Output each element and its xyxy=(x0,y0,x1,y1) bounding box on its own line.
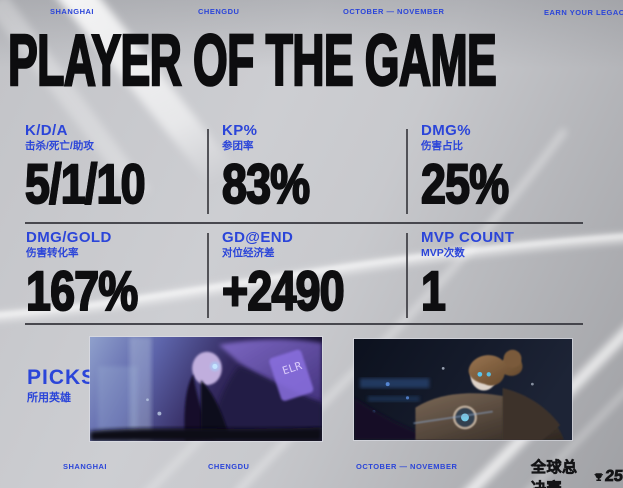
stat-dmg-gold-label-cn: 伤害转化率 xyxy=(26,246,79,259)
stat-kp-label-cn: 参团率 xyxy=(222,139,254,152)
worlds-logo-year: 25 xyxy=(604,468,623,486)
worlds-logo-text: 全球总决赛 xyxy=(531,459,578,488)
stat-kp-value: 83% xyxy=(221,151,311,215)
stat-kda-label-cn: 击杀/死亡/助攻 xyxy=(25,139,94,152)
stat-kda-label: K/D/A xyxy=(25,122,68,139)
stat-kda-value: 5/1/10 xyxy=(24,151,146,215)
worlds-logo: 全球总决赛 25 xyxy=(531,456,623,488)
divider-row2-col2 xyxy=(406,233,408,318)
svg-text:ELR: ELR xyxy=(281,359,304,377)
stat-mvp-count-value: 1 xyxy=(420,258,447,322)
stat-dmg-pct-label-cn: 伤害占比 xyxy=(421,139,463,152)
divider-row1-col1 xyxy=(207,129,209,214)
picks-label: PICKS xyxy=(27,366,97,389)
stat-dmg-gold: DMG/GOLD 伤害转化率 167% xyxy=(25,229,165,322)
stat-dmg-pct: DMG% 伤害占比 25% xyxy=(420,122,530,215)
picks-label-cn: 所用英雄 xyxy=(27,392,71,405)
stat-gd-end-label: GD@END xyxy=(222,229,294,246)
bottom-label-chengdu: CHENGDU xyxy=(208,462,250,471)
orianna-splash-image xyxy=(353,338,573,441)
picks-label-block: PICKS 所用英雄 xyxy=(27,366,96,405)
stat-kda: K/D/A 击杀/死亡/助攻 5/1/10 xyxy=(24,122,175,215)
divider-row1-col2 xyxy=(406,129,408,214)
stat-gd-end-label-cn: 对位经济差 xyxy=(222,246,275,259)
top-label-earn-your-legacy: EARN YOUR LEGACY xyxy=(544,8,623,17)
ryze-splash-image: ELR xyxy=(89,336,323,442)
stat-mvp-count: MVP COUNT MVP次数 1 xyxy=(420,229,515,322)
stat-gd-end-value: +2490 xyxy=(221,258,345,322)
top-label-chengdu: CHENGDU xyxy=(198,7,240,16)
page-title: PLAYER OF THE GAME xyxy=(7,21,497,101)
top-label-shanghai: SHANGHAI xyxy=(50,7,95,16)
bottom-label-shanghai: SHANGHAI xyxy=(63,462,108,471)
stat-gd-end: GD@END 对位经济差 +2490 xyxy=(221,229,374,322)
stat-kp: KP% 参团率 83% xyxy=(221,122,331,215)
divider-horizontal-bottom xyxy=(25,323,583,325)
stat-dmg-gold-label: DMG/GOLD xyxy=(26,229,112,246)
stat-kp-label: KP% xyxy=(222,122,258,139)
stat-dmg-pct-label: DMG% xyxy=(421,122,471,139)
top-label-dates: OCTOBER — NOVEMBER xyxy=(343,7,445,16)
trophy-icon xyxy=(594,472,603,481)
bottom-label-dates: OCTOBER — NOVEMBER xyxy=(356,462,458,471)
stat-dmg-gold-value: 167% xyxy=(25,258,139,322)
divider-horizontal-top xyxy=(25,222,583,224)
stat-dmg-pct-value: 25% xyxy=(420,151,510,215)
divider-row2-col1 xyxy=(207,233,209,318)
stat-mvp-count-label: MVP COUNT xyxy=(421,229,515,246)
stat-mvp-count-label-cn: MVP次数 xyxy=(421,246,465,259)
